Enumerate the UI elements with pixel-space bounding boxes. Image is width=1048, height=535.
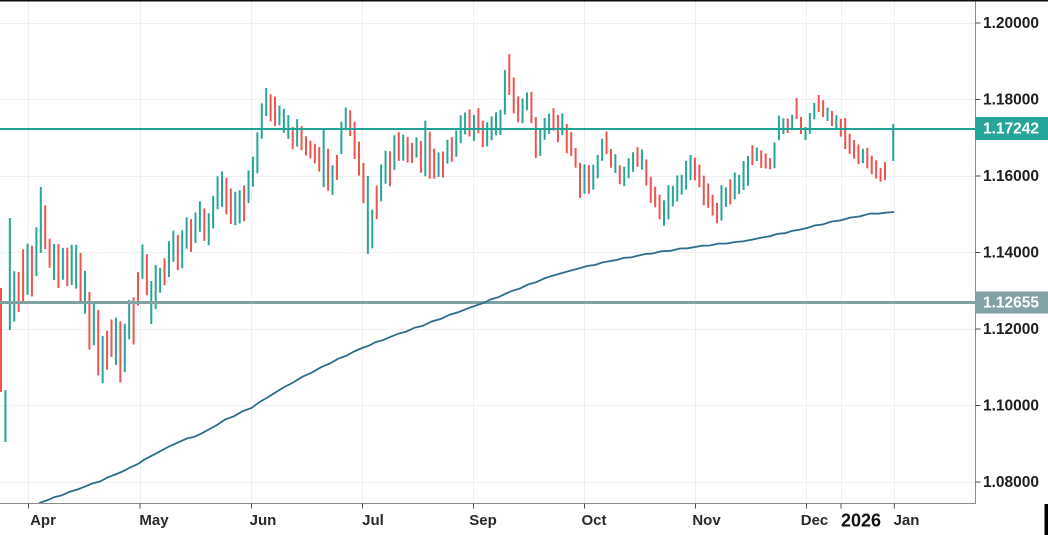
svg-text:1.16000: 1.16000: [983, 168, 1039, 185]
svg-text:1.12000: 1.12000: [983, 321, 1039, 338]
svg-text:1.10000: 1.10000: [983, 398, 1039, 415]
svg-text:Apr: Apr: [30, 512, 56, 529]
svg-text:1.14000: 1.14000: [983, 245, 1039, 262]
svg-text:1.20000: 1.20000: [983, 15, 1039, 32]
svg-text:1.08000: 1.08000: [983, 474, 1039, 491]
svg-text:Jul: Jul: [362, 512, 384, 529]
svg-text:1.18000: 1.18000: [983, 92, 1039, 109]
svg-text:Dec: Dec: [801, 512, 829, 529]
svg-text:Nov: Nov: [692, 512, 721, 529]
svg-text:Sep: Sep: [469, 512, 497, 529]
svg-text:1.12655: 1.12655: [983, 295, 1039, 312]
svg-text:2026: 2026: [841, 511, 881, 531]
svg-text:Jan: Jan: [894, 512, 920, 529]
svg-text:Jun: Jun: [250, 512, 277, 529]
svg-text:1.17242: 1.17242: [983, 121, 1039, 138]
svg-text:Oct: Oct: [581, 512, 606, 529]
svg-text:May: May: [139, 512, 169, 529]
